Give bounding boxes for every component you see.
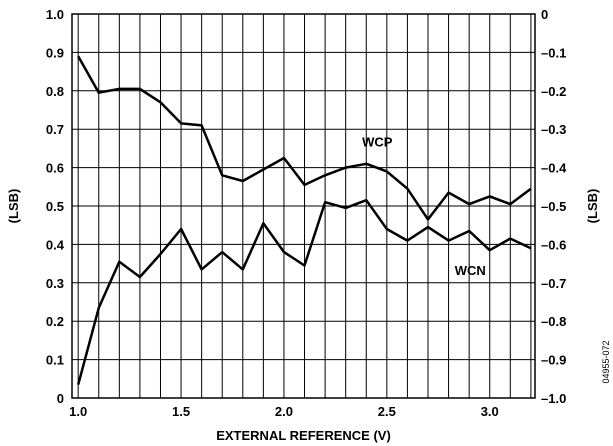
- y2-tick-label: –0.8: [541, 314, 566, 329]
- x-tick-label: 1.0: [69, 404, 87, 419]
- x-tick-label: 2.5: [378, 404, 396, 419]
- figure-id: 04955-072: [601, 340, 611, 383]
- series-label-wcp: WCP: [362, 134, 393, 149]
- labels: 1.0 1.5 2.0 2.5 3.0 0 0.1 0.2 0.3 0.4 0.5 0.6 0.7 0.8…: [6, 7, 611, 443]
- series-line-wcn: [76, 198, 532, 385]
- series-label-wcn: WCN: [455, 263, 486, 278]
- y2-tick-label: 0: [541, 7, 548, 22]
- y-tick-label: 0.6: [46, 161, 64, 176]
- y-tick-label: 0.7: [46, 122, 64, 137]
- y-tick-label: 0.9: [46, 45, 64, 60]
- axes: [71, 13, 536, 399]
- y-tick-label: 0.2: [46, 314, 64, 329]
- x-tick-label: 1.5: [172, 404, 190, 419]
- y2-tick-label: –0.2: [541, 84, 566, 99]
- y-tick-label: 0.1: [46, 353, 64, 368]
- y2-tick-label: –0.5: [541, 199, 566, 214]
- y-tick-label: 0: [57, 391, 64, 406]
- x-tick-label: 3.0: [481, 404, 499, 419]
- y2-tick-label: –0.9: [541, 353, 566, 368]
- y-tick-label: 0.5: [46, 199, 64, 214]
- y2-tick-label: –0.6: [541, 237, 566, 252]
- y2-tick-label: –0.3: [541, 122, 566, 137]
- y-tick-label: 1.0: [46, 7, 64, 22]
- y-tick-label: 0.3: [46, 276, 64, 291]
- y-tick-label: 0.4: [46, 237, 65, 252]
- y-axis-title: (LSB): [6, 189, 21, 224]
- y2-tick-label: –0.1: [541, 45, 566, 60]
- y2-axis-title: (LSB): [585, 189, 600, 224]
- x-tick-label: 2.0: [275, 404, 293, 419]
- y-tick-label: 0.8: [46, 84, 64, 99]
- y2-tick-label: –1.0: [541, 391, 566, 406]
- plot-frame: [71, 13, 536, 399]
- series-line-wcp: [77, 55, 532, 221]
- x-axis-title: EXTERNAL REFERENCE (V): [216, 428, 391, 443]
- grid: [72, 13, 535, 399]
- y2-tick-label: –0.4: [541, 161, 567, 176]
- series-lines: [76, 55, 532, 385]
- y2-tick-label: –0.7: [541, 276, 566, 291]
